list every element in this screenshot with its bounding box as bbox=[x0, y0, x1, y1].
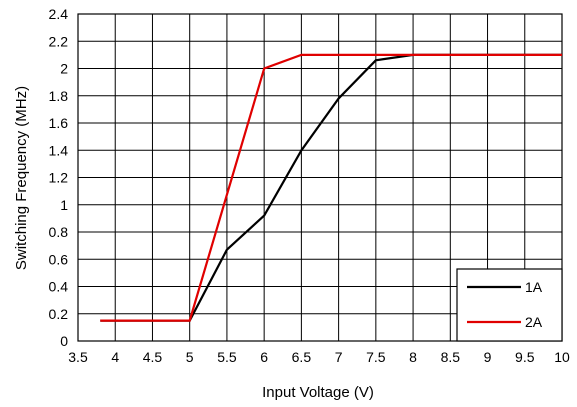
series-line-2a bbox=[100, 53, 562, 322]
x-tick-label: 8.5 bbox=[441, 349, 461, 365]
x-tick-label: 6 bbox=[260, 349, 268, 365]
y-tick-label: 2 bbox=[60, 61, 68, 77]
legend-box bbox=[456, 268, 563, 342]
x-tick-label: 10 bbox=[554, 349, 570, 365]
x-tick-label: 9 bbox=[484, 349, 492, 365]
y-tick-label: 2.4 bbox=[49, 6, 69, 22]
y-tick-label: 1.4 bbox=[49, 142, 69, 158]
y-tick-label: 0 bbox=[60, 333, 68, 349]
y-tick-label: 0.4 bbox=[49, 279, 69, 295]
x-tick-label: 5.5 bbox=[217, 349, 237, 365]
y-tick-label: 0.2 bbox=[49, 306, 69, 322]
y-tick-label: 1.8 bbox=[49, 88, 69, 104]
x-tick-label: 3.5 bbox=[68, 349, 88, 365]
x-tick-label: 5 bbox=[186, 349, 194, 365]
plot-border bbox=[77, 13, 563, 342]
series-line-1a bbox=[100, 53, 562, 322]
y-tick-label: 1.6 bbox=[49, 115, 69, 131]
y-tick-label: 1.2 bbox=[49, 170, 69, 186]
x-tick-label: 4 bbox=[111, 349, 119, 365]
y-tick-label: 0.6 bbox=[49, 251, 69, 267]
legend-label: 2A bbox=[525, 314, 543, 330]
y-tick-label: 1 bbox=[60, 197, 68, 213]
y-tick-label: 0.8 bbox=[49, 224, 69, 240]
x-tick-label: 6.5 bbox=[292, 349, 312, 365]
x-tick-label: 4.5 bbox=[143, 349, 163, 365]
axes: 3.5 4 4.5 5 5.5 6 6.5 7 7.5 8 8.5 9 9.5 10 0 0.2 0.4 0.6 0… bbox=[49, 6, 570, 365]
x-tick-label: 7 bbox=[335, 349, 343, 365]
legend: 1A 2A bbox=[456, 268, 563, 342]
x-tick-label: 8 bbox=[409, 349, 417, 365]
y-tick-label: 2.2 bbox=[49, 33, 69, 49]
series-lines bbox=[100, 53, 562, 322]
x-axis-title: Input Voltage (V) bbox=[262, 384, 374, 401]
x-tick-label: 9.5 bbox=[515, 349, 535, 365]
y-axis-title: Switching Frequency (MHz) bbox=[13, 86, 30, 270]
legend-label: 1A bbox=[525, 279, 543, 295]
x-tick-label: 7.5 bbox=[366, 349, 386, 365]
